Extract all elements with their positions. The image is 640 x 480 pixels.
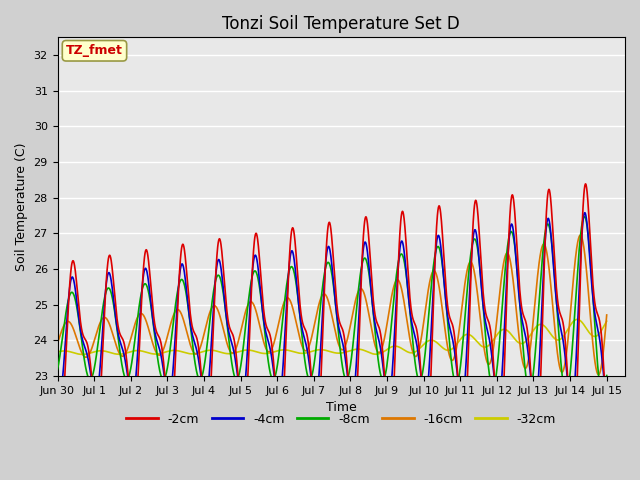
-2cm <box>54 400 61 406</box>
Line: -4cm: -4cm <box>58 213 607 407</box>
Text: TZ_fmet: TZ_fmet <box>66 44 123 57</box>
-32cm <box>495 329 503 335</box>
Y-axis label: Soil Temperature (C): Soil Temperature (C) <box>15 143 28 271</box>
-16cm <box>395 277 403 283</box>
-8cm <box>599 394 607 400</box>
-16cm <box>204 318 211 324</box>
-4cm <box>54 391 61 396</box>
-8cm <box>603 372 611 378</box>
-4cm <box>204 390 211 396</box>
-16cm <box>54 340 61 346</box>
-32cm <box>573 316 581 322</box>
-4cm <box>395 261 403 266</box>
-2cm <box>569 442 577 447</box>
-32cm <box>338 350 346 356</box>
-8cm <box>204 340 211 346</box>
-4cm <box>156 347 164 353</box>
-16cm <box>577 232 584 238</box>
X-axis label: Time: Time <box>326 401 356 414</box>
-4cm <box>568 404 575 410</box>
-32cm <box>79 351 86 357</box>
-2cm <box>579 209 587 215</box>
-2cm <box>395 259 403 264</box>
Line: -2cm: -2cm <box>58 184 607 444</box>
-16cm <box>495 298 503 303</box>
Line: -8cm: -8cm <box>58 216 607 397</box>
-32cm <box>579 321 587 326</box>
Line: -32cm: -32cm <box>58 319 607 354</box>
-4cm <box>581 210 589 216</box>
-16cm <box>579 239 587 244</box>
-16cm <box>603 312 611 318</box>
-8cm <box>495 347 503 352</box>
-32cm <box>395 344 403 350</box>
-2cm <box>603 418 611 424</box>
-8cm <box>580 214 588 219</box>
-8cm <box>156 368 164 373</box>
-4cm <box>603 401 611 407</box>
Title: Tonzi Soil Temperature Set D: Tonzi Soil Temperature Set D <box>222 15 460 33</box>
-32cm <box>603 318 611 324</box>
Line: -16cm: -16cm <box>58 235 607 375</box>
-8cm <box>395 259 403 264</box>
Legend: -2cm, -4cm, -8cm, -16cm, -32cm: -2cm, -4cm, -8cm, -16cm, -32cm <box>122 408 561 431</box>
-4cm <box>337 335 345 340</box>
-32cm <box>204 348 211 353</box>
-2cm <box>582 181 589 187</box>
-4cm <box>495 400 503 406</box>
-2cm <box>204 422 211 428</box>
-8cm <box>337 356 345 361</box>
-16cm <box>156 352 164 358</box>
-2cm <box>156 336 164 341</box>
-32cm <box>54 349 61 355</box>
-8cm <box>579 218 586 224</box>
-2cm <box>495 435 503 441</box>
-16cm <box>337 347 345 352</box>
-2cm <box>337 324 345 329</box>
-32cm <box>156 351 164 357</box>
-4cm <box>579 220 587 226</box>
-8cm <box>54 367 61 372</box>
-16cm <box>595 372 602 378</box>
